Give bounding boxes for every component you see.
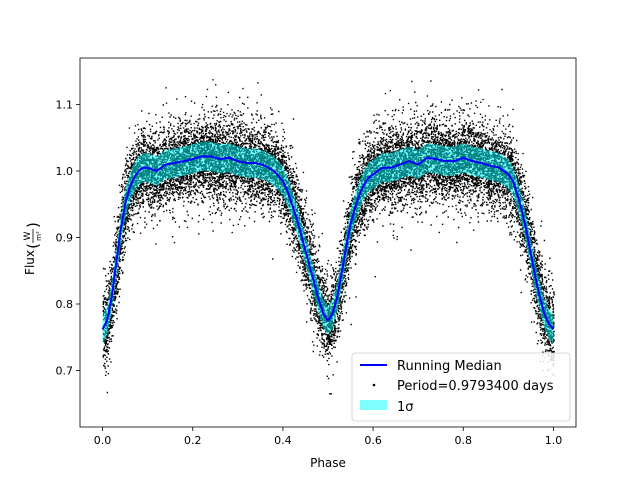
y-axis-ticks: 0.7 0.8 0.9 1.0 1.1 [56,99,80,377]
x-tick-label: 0.4 [274,434,292,447]
y-axis-paren-close: ) [24,222,42,228]
legend-scatter-swatch [372,383,376,387]
legend: Running Median Period=0.9793400 days 1σ [351,352,571,422]
x-axis-label: Phase [310,456,346,470]
sigma-band [102,141,554,344]
y-tick-label: 1.0 [56,165,74,178]
y-axis-paren-open: ( [24,243,42,249]
x-axis-ticks: 0.0 0.2 0.4 0.6 0.8 1.0 [94,427,562,447]
legend-median-label: Running Median [397,359,502,374]
y-axis-label: Flux W m² ( ) [23,222,43,275]
y-tick-label: 0.7 [56,364,74,377]
y-tick-label: 0.8 [56,298,74,311]
legend-band-label: 1σ [397,400,414,415]
legend-band-swatch [360,400,387,410]
running-median-polyline [101,155,555,330]
x-tick-label: 1.0 [545,434,563,447]
y-tick-label: 1.1 [56,99,74,112]
sigma-band-area [102,141,554,344]
legend-box [351,352,571,422]
plot-frame [79,57,577,428]
running-median-line [101,155,555,330]
x-tick-label: 0.6 [364,434,382,447]
legend-scatter-label: Period=0.9793400 days [397,379,554,394]
x-tick-label: 0.2 [184,434,202,447]
y-axis-label-text: Flux [23,250,37,275]
scatter-point-cloud [102,79,555,395]
y-axis-unit-denominator: m² [35,231,43,241]
x-tick-label: 0.0 [94,434,112,447]
y-tick-label: 0.9 [56,232,74,245]
x-tick-label: 0.8 [455,434,473,447]
y-axis-unit-numerator: W [23,231,33,240]
scatter-points [102,79,555,395]
